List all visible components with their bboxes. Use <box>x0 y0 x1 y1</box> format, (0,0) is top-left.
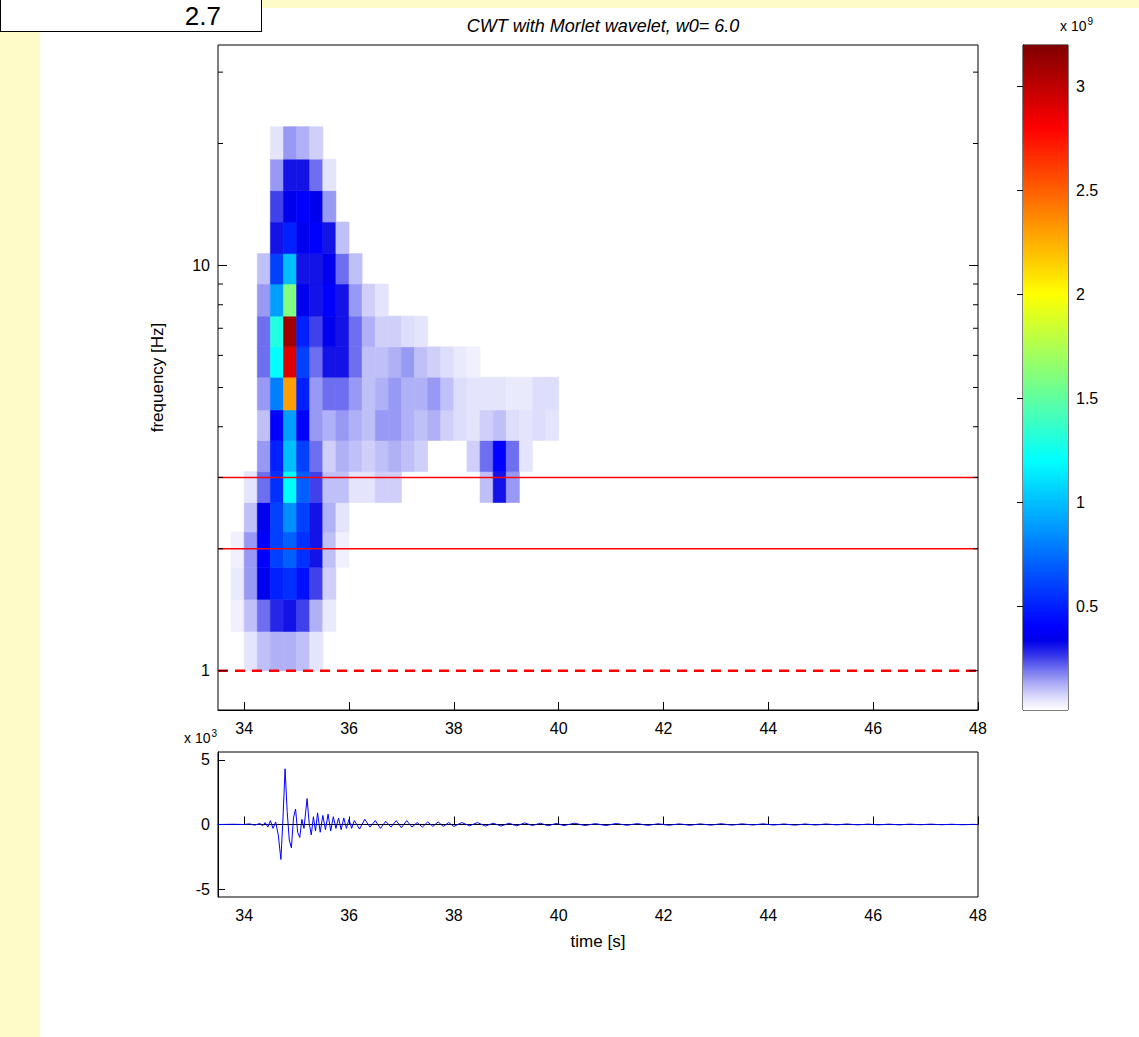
svg-text:5: 5 <box>201 751 210 768</box>
svg-text:42: 42 <box>655 720 673 737</box>
html-text:2.7: 2.7 <box>184 1 221 31</box>
svg-text:1: 1 <box>201 662 210 679</box>
svg-text:46: 46 <box>864 720 882 737</box>
svg-text:46: 46 <box>864 907 882 924</box>
svg-text:44: 44 <box>759 720 777 737</box>
svg-text:3: 3 <box>211 728 217 739</box>
svg-text:40: 40 <box>550 907 568 924</box>
svg-text:1.5: 1.5 <box>1076 390 1098 407</box>
svg-text:CWT with Morlet wavelet, w0= 6: CWT with Morlet wavelet, w0= 6.0 <box>467 16 740 36</box>
svg-text:time [s]: time [s] <box>571 932 626 951</box>
svg-text:frequency [Hz]: frequency [Hz] <box>148 323 167 433</box>
svg-text:2.5: 2.5 <box>1076 182 1098 199</box>
svg-text:44: 44 <box>759 907 777 924</box>
svg-text:34: 34 <box>235 720 253 737</box>
svg-text:2: 2 <box>1076 286 1085 303</box>
svg-text:3: 3 <box>1076 78 1085 95</box>
svg-text:40: 40 <box>550 720 568 737</box>
svg-text:36: 36 <box>340 907 358 924</box>
svg-text:48: 48 <box>969 720 987 737</box>
svg-text:34: 34 <box>235 907 253 924</box>
svg-text:x 10: x 10 <box>1060 18 1087 34</box>
svg-text:-5: -5 <box>196 881 210 898</box>
svg-text:38: 38 <box>445 720 463 737</box>
svg-text:1: 1 <box>1076 494 1085 511</box>
svg-text:36: 36 <box>340 720 358 737</box>
svg-text:9: 9 <box>1087 16 1093 27</box>
svg-text:x 10: x 10 <box>184 730 211 746</box>
svg-text:38: 38 <box>445 907 463 924</box>
svg-text:0.5: 0.5 <box>1076 598 1098 615</box>
svg-text:10: 10 <box>192 257 210 274</box>
svg-text:0: 0 <box>201 816 210 833</box>
svg-text:48: 48 <box>969 907 987 924</box>
svg-text:42: 42 <box>655 907 673 924</box>
